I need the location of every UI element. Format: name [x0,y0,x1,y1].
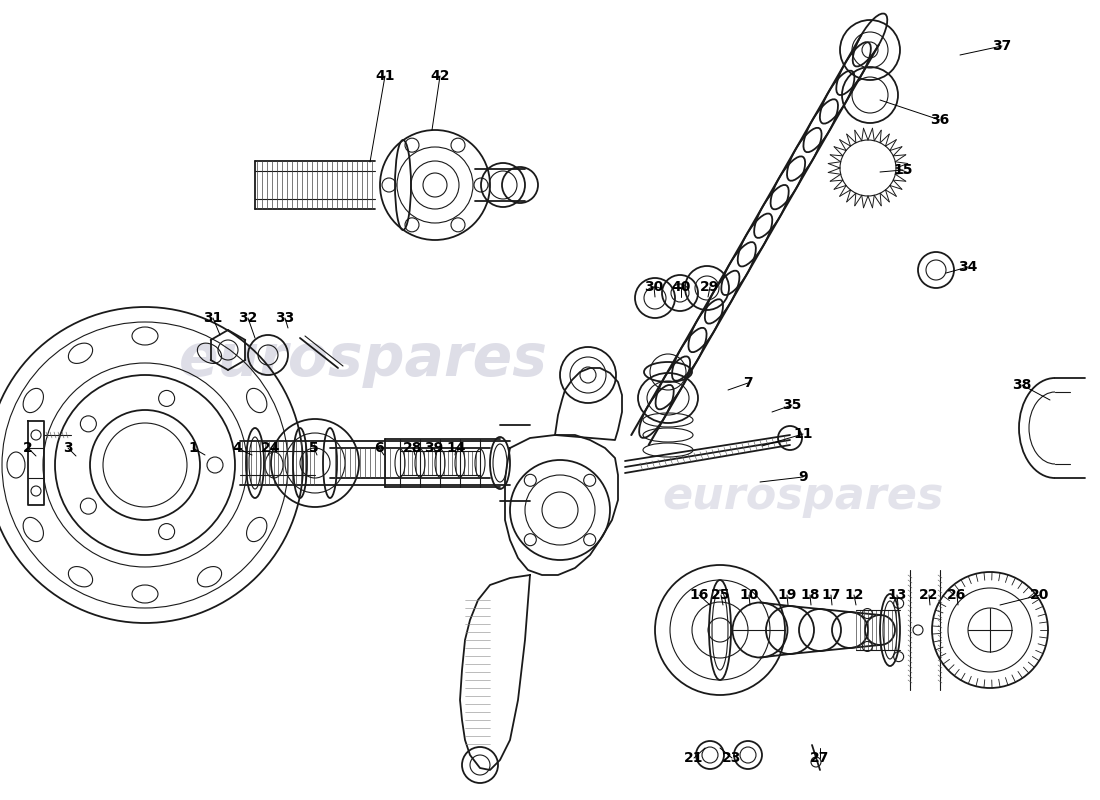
Text: 42: 42 [430,69,450,83]
Text: 37: 37 [992,39,1012,53]
Text: 3: 3 [63,441,73,455]
Text: 40: 40 [671,280,691,294]
Text: 16: 16 [690,588,708,602]
Text: 17: 17 [822,588,840,602]
Text: 35: 35 [782,398,802,412]
Text: 11: 11 [793,427,813,441]
Text: 2: 2 [23,441,33,455]
Text: eurospares: eurospares [178,331,548,389]
Text: 28: 28 [404,441,422,455]
Text: 4: 4 [232,441,242,455]
Text: 15: 15 [893,163,913,177]
Text: 13: 13 [888,588,906,602]
Text: 18: 18 [801,588,820,602]
Text: 25: 25 [712,588,730,602]
Text: 20: 20 [1031,588,1049,602]
Text: 34: 34 [958,260,978,274]
Text: 23: 23 [723,751,741,765]
Text: 38: 38 [1012,378,1032,392]
Text: 39: 39 [425,441,443,455]
Text: 10: 10 [739,588,759,602]
Text: 29: 29 [701,280,719,294]
Text: 31: 31 [204,311,222,325]
Text: 33: 33 [275,311,295,325]
Text: 30: 30 [645,280,663,294]
Text: eurospares: eurospares [662,474,944,518]
Text: 7: 7 [744,376,752,390]
Text: 6: 6 [374,441,384,455]
Text: 26: 26 [947,588,967,602]
Text: 12: 12 [845,588,864,602]
Text: 24: 24 [262,441,280,455]
Text: 9: 9 [799,470,807,484]
Text: 5: 5 [309,441,319,455]
Text: 41: 41 [375,69,395,83]
Text: 22: 22 [920,588,938,602]
Text: 1: 1 [188,441,198,455]
Text: 14: 14 [447,441,465,455]
Text: 21: 21 [684,751,704,765]
Text: 27: 27 [811,751,829,765]
Text: 36: 36 [931,113,949,127]
Text: 19: 19 [778,588,796,602]
Text: 32: 32 [239,311,257,325]
